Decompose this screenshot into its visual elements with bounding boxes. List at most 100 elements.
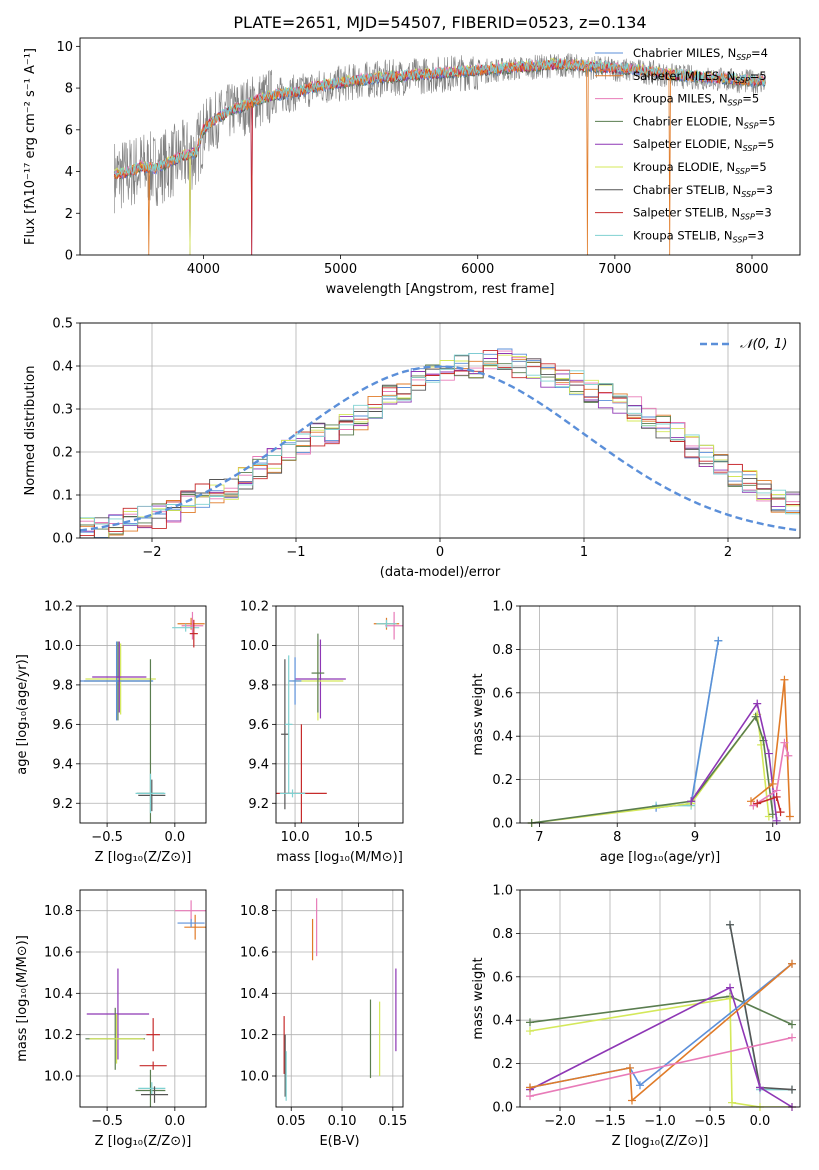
age-vs-Z-ylabel: age [log₁₀(age/yr)] [15,654,30,775]
age-vs-mass-frame [275,605,404,824]
mass-weight-vs-age-axes: 7 8 9 10 0.0 0.2 0.4 0.6 0.8 1.0 age [log₁₀(age/yr… [471,600,801,865]
gaussian-curve [79,365,801,532]
point-marker [751,712,760,721]
legend-entry-sub: SSP [735,76,750,85]
point-marker [788,1085,796,1094]
point-marker [753,799,762,808]
legend-entry-suffix: =3 [747,228,764,242]
histogram-line [80,354,800,538]
residuals-frame [79,322,801,539]
mass-weight-vs-age-ytick-label: 0.0 [492,817,513,832]
mass-weight-vs-age-ytick-label: 0.4 [492,730,513,745]
age-vs-mass-axes: 10.0 10.5 9.2 9.4 9.6 9.8 10.0 10.2 mass [log₁₀(… [240,600,404,865]
model-spectrum-line [113,59,766,255]
mass-weight-vs-age-ytick-label: 0.8 [492,643,513,658]
mass-vs-Z-ytick-label: 10.4 [44,987,73,1002]
point-marker [768,779,777,788]
residuals-ytick-label: 0.2 [52,446,73,461]
mass-weight-vs-age-ylabel: mass weight [471,673,486,755]
legend-entry-suffix: =5 [750,69,767,83]
age-vs-mass-xlabel: mass [log₁₀(M/M⊙)] [276,850,403,865]
point-marker [764,812,773,821]
residuals-ytick-label: 0.3 [52,403,73,418]
spectrum-ytick-label: 2 [65,207,73,222]
point-marker [780,738,789,747]
legend-entry-sub: SSP [743,144,758,153]
mass-weight-vs-age-ytick-label: 0.6 [492,686,513,701]
mass-vs-EBV-xtick-label: 0.15 [378,1114,407,1129]
model-spectrum-line [113,58,766,255]
mass-weight-vs-Z-ytick-label: 0.4 [492,1014,513,1029]
mass-vs-EBV-ytick-label: 10.4 [240,987,269,1002]
age-vs-Z-ytick-label: 9.2 [52,797,73,812]
legend-entry: Salpeter MILES, NSSP=5 [633,69,767,85]
mass-vs-Z-xtick-label: −0.5 [91,1114,123,1129]
residuals-ylabel: Normed distribution [23,366,38,496]
age-vs-mass-ytick-label: 9.6 [248,718,269,733]
point-marker [526,1018,534,1027]
spectrum-xtick-label: 7000 [598,262,631,277]
legend-entry-suffix: =5 [742,92,759,106]
point-marker [628,1096,636,1105]
mass-weight-line [690,701,778,821]
histogram-line [80,355,800,538]
spectrum-frame [79,37,801,256]
legend-entry-suffix: =5 [759,114,776,128]
legend-entry-name: Salpeter STELIB, N [633,206,740,220]
mass-vs-EBV-axes: 0.05 0.10 0.15 10.0 10.2 10.4 10.6 10.8 E(B-V) [240,889,407,1149]
mass-weight-line [529,963,793,1103]
point-marker [785,812,794,821]
mass-weight-vs-Z-ytick-label: 1.0 [492,884,513,899]
mass-weight-vs-age-xtick-label: 9 [691,830,699,845]
point-marker [784,751,793,760]
point-marker [780,675,789,684]
residuals-xlabel: (data-model)/error [380,565,501,580]
spectrum-ytick-label: 6 [65,123,73,138]
mass-weight-line [752,742,790,807]
mass-vs-EBV-ytick-label: 10.6 [240,946,269,961]
legend-entry-sub: SSP [735,167,750,176]
mass-weight-line [656,640,720,809]
legend-entry-sub: SSP [740,213,755,222]
model-spectrum-line [113,58,766,178]
age-vs-Z-ytick-label: 9.6 [52,718,73,733]
age-vs-mass-ytick-label: 9.4 [248,757,269,772]
legend-entry-sub: SSP [728,99,743,108]
mass-weight-vs-age-ytick-label: 0.2 [492,773,513,788]
histogram-line [80,352,800,526]
mass-weight-vs-Z-ytick-label: 0.0 [492,1101,513,1116]
legend-entry: Salpeter ELODIE, NSSP=5 [633,137,774,153]
legend-entry-name: Kroupa STELIB, N [633,228,733,242]
age-vs-Z-frame [79,605,207,824]
mass-vs-EBV-frame [275,889,404,1108]
mass-weight-vs-Z-ytick-label: 0.6 [492,970,513,985]
mass-vs-Z-ylabel: mass [log₁₀(M/M⊙)] [15,935,30,1062]
model-spectrum-line [113,57,766,255]
legend-entry-name: Salpeter MILES, N [633,69,735,83]
spectrum-xtick-label: 5000 [324,262,357,277]
age-vs-Z-xtick-label: −0.5 [91,830,123,845]
age-vs-Z-ytick-label: 9.8 [52,678,73,693]
spectrum-ylabel: Flux [fλ10⁻¹⁷ erg cm⁻² s⁻¹ A⁻¹] [23,48,38,245]
residuals-xtick-label: 0 [436,545,444,560]
mass-vs-EBV-xtick-label: 0.05 [277,1114,306,1129]
point-marker [788,1020,796,1029]
spectrum-ytick-label: 0 [65,249,73,264]
age-vs-mass-xtick-label: 10.0 [281,830,310,845]
spectrum-xtick-label: 8000 [735,262,768,277]
mass-vs-Z-xtick-label: 0.0 [164,1114,185,1129]
spectrum-ytick-label: 8 [65,82,73,97]
mass-weight-vs-Z-ylabel: mass weight [471,957,486,1039]
spectrum-xtick-label: 6000 [461,262,494,277]
mass-weight-vs-Z-xtick-label: −1.0 [644,1114,676,1129]
mass-vs-EBV-ytick-label: 10.2 [240,1028,269,1043]
point-marker [526,1092,534,1101]
age-vs-mass-ytick-label: 9.2 [248,797,269,812]
mass-vs-Z-xlabel: Z [log₁₀(Z/Z⊙)] [95,1134,192,1149]
residuals-xtick-label: −2 [142,545,161,560]
mass-weight-vs-age-xtick-label: 10 [765,830,782,845]
point-marker [714,636,723,645]
residuals-xtick-label: −1 [286,545,305,560]
mass-weight-vs-Z-ytick-label: 0.8 [492,927,513,942]
